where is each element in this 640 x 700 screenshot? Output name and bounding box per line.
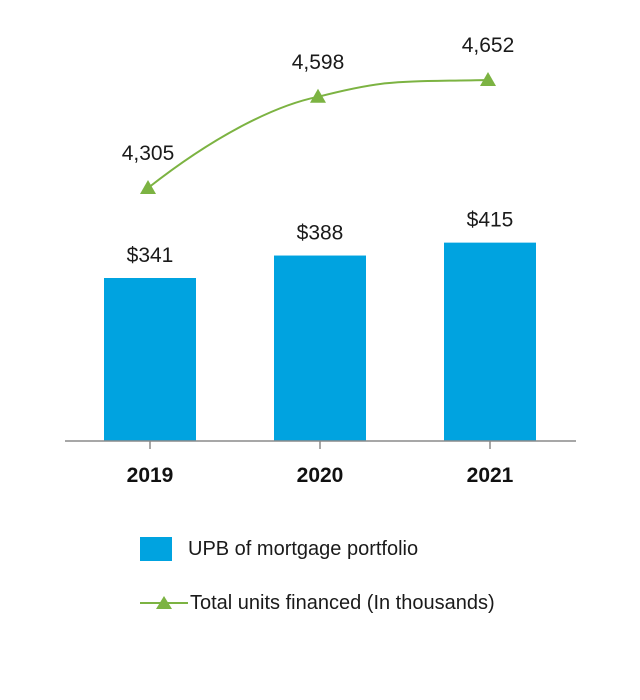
line-value-label: 4,305 [122,142,175,165]
bar-value-label: $341 [127,244,174,267]
legend-label-line: Total units financed (In thousands) [190,591,495,614]
line-marker-2020 [310,88,326,103]
line-value-label: 4,652 [462,34,515,57]
line-value-label: 4,598 [292,51,345,74]
line-marker-2019 [140,180,156,194]
bar-2019 [104,278,196,441]
bar-value-label: $415 [467,209,514,232]
bar-2020 [274,255,366,441]
line-marker-2021 [480,72,496,86]
legend-swatch-bar [140,537,172,561]
legend-label-bar: UPB of mortgage portfolio [188,537,419,560]
legend: UPB of mortgage portfolio Total units fi… [140,534,495,642]
legend-item-bar: UPB of mortgage portfolio [140,534,495,564]
legend-item-line: Total units financed (In thousands) [140,588,495,618]
x-tick-label: 2020 [297,464,344,487]
x-tick-label: 2021 [467,464,514,487]
bar-value-label: $388 [297,222,344,245]
combo-chart: 2019 2020 2021 $341 $388 $415 4,305 4,598 4,652 [65,34,576,487]
bar-2021 [444,242,536,441]
legend-swatch-line [140,591,188,615]
x-tick-label: 2019 [127,464,174,487]
